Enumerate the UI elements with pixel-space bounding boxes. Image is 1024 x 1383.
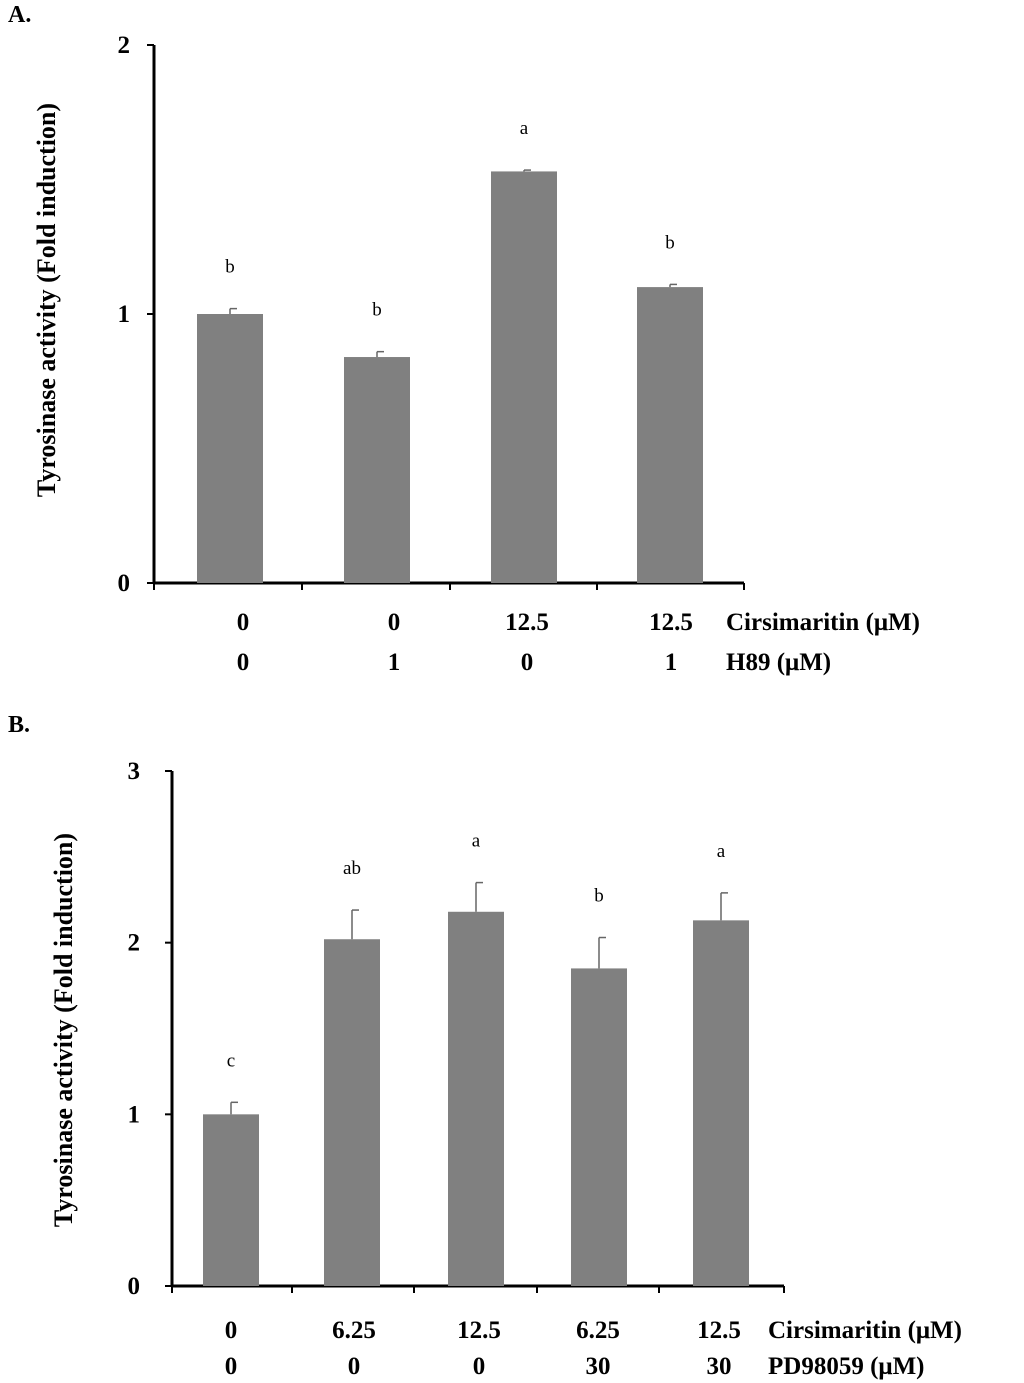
y-tick-label: 1 xyxy=(118,301,131,328)
y-tick-label: 0 xyxy=(128,1273,141,1300)
bar xyxy=(448,911,504,1286)
condition-value: 0 xyxy=(237,609,250,636)
bar xyxy=(571,968,627,1286)
significance-letter: a xyxy=(520,118,529,139)
condition-value: 12.5 xyxy=(457,1317,501,1344)
condition-value: 12.5 xyxy=(649,609,693,636)
y-tick-label: 2 xyxy=(118,32,131,59)
bar xyxy=(491,171,557,583)
condition-value: 0 xyxy=(521,649,534,676)
panel-label: A. xyxy=(8,2,31,28)
bar xyxy=(197,314,263,583)
bar xyxy=(344,357,410,583)
significance-letter: b xyxy=(665,232,675,253)
condition-value: 12.5 xyxy=(505,609,549,636)
y-tick-label: 3 xyxy=(128,758,141,785)
condition-value: 6.25 xyxy=(576,1317,620,1344)
y-tick-label: 1 xyxy=(128,1101,141,1128)
significance-letter: b xyxy=(594,886,604,907)
condition-value: 0 xyxy=(225,1317,238,1344)
condition-value: 12.5 xyxy=(697,1317,741,1344)
bar xyxy=(324,939,380,1286)
significance-letter: b xyxy=(372,300,382,321)
y-axis-label: Tyrosinase activity (Fold induction) xyxy=(49,833,78,1227)
condition-value: 0 xyxy=(473,1353,486,1380)
bar xyxy=(693,920,749,1286)
condition-label: Cirsimaritin (μM) xyxy=(726,609,920,636)
significance-letter: a xyxy=(717,841,726,862)
condition-value: 0 xyxy=(348,1353,361,1380)
panel-label: B. xyxy=(8,712,30,738)
bar xyxy=(637,287,703,583)
condition-label: PD98059 (μM) xyxy=(768,1353,925,1380)
condition-value: 0 xyxy=(388,609,401,636)
y-tick-label: 2 xyxy=(128,930,141,957)
y-tick-label: 0 xyxy=(118,570,131,597)
condition-value: 30 xyxy=(707,1353,732,1380)
significance-letter: b xyxy=(225,257,235,278)
condition-value: 6.25 xyxy=(332,1317,376,1344)
condition-value: 1 xyxy=(665,649,678,676)
bar xyxy=(203,1114,259,1286)
condition-label: H89 (μM) xyxy=(726,649,831,676)
condition-label: Cirsimaritin (μM) xyxy=(768,1317,962,1344)
significance-letter: c xyxy=(227,1050,235,1071)
significance-letter: a xyxy=(472,831,481,852)
condition-value: 30 xyxy=(586,1353,611,1380)
significance-letter: ab xyxy=(343,858,361,879)
condition-value: 0 xyxy=(237,649,250,676)
condition-value: 1 xyxy=(388,649,401,676)
y-axis-label: Tyrosinase activity (Fold induction) xyxy=(32,103,61,497)
condition-value: 0 xyxy=(225,1353,238,1380)
